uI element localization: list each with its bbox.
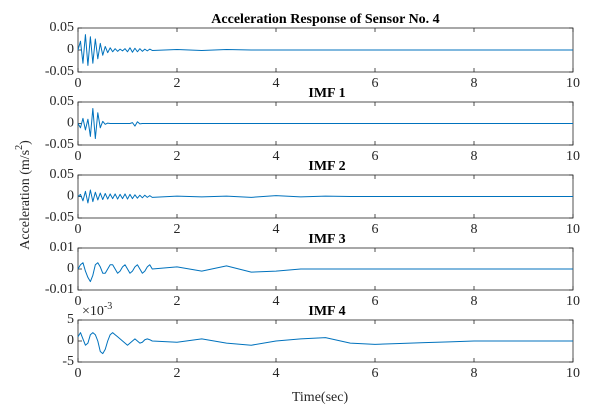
y-axis-label: Acceleration (m/s2) (14, 140, 33, 250)
y-tick-label: 0 (67, 189, 74, 204)
x-tick-label: 2 (174, 294, 181, 309)
x-tick-label: 10 (566, 294, 580, 309)
x-tick-label: 4 (273, 366, 280, 381)
y-tick-label: 0 (67, 42, 74, 57)
signal-line (77, 34, 573, 66)
x-tick-label: 4 (273, 149, 280, 164)
x-tick-label: 8 (471, 294, 478, 309)
x-tick-label: 6 (372, 76, 379, 91)
x-tick-label: 10 (566, 366, 580, 381)
signal-line (77, 262, 573, 283)
x-tick-label: 0 (75, 149, 82, 164)
y-tick-label: -0.05 (45, 137, 74, 152)
y-tick-label: 0.05 (50, 94, 75, 109)
x-tick-label: 4 (273, 76, 280, 91)
x-tick-label: 6 (372, 366, 379, 381)
chart-title: IMF 4 (308, 304, 345, 319)
y-tick-label: -0.05 (45, 210, 74, 225)
y-tick-label: -0.01 (45, 282, 74, 297)
y-axis-label-superscript: 2 (14, 145, 25, 150)
x-tick-label: 8 (471, 149, 478, 164)
chart-title: IMF 1 (308, 86, 345, 101)
y-tick-label: 0.05 (50, 167, 75, 182)
x-tick-label: 0 (75, 294, 82, 309)
y-axis-label-suffix: ) (18, 140, 33, 145)
chart-title: IMF 2 (308, 159, 345, 174)
chart-title: Acceleration Response of Sensor No. 4 (211, 12, 439, 27)
x-tick-label: 8 (471, 76, 478, 91)
x-tick-label: 4 (273, 294, 280, 309)
x-tick-label: 2 (174, 76, 181, 91)
signal-line (77, 332, 573, 355)
y-tick-label: 0.05 (50, 20, 75, 35)
x-tick-label: 8 (471, 222, 478, 237)
signal-line (77, 107, 573, 140)
x-tick-label: 6 (372, 294, 379, 309)
x-tick-label: 2 (174, 366, 181, 381)
y-tick-label: 0 (67, 333, 74, 348)
x-tick-label: 0 (75, 222, 82, 237)
chart-title: IMF 3 (308, 232, 345, 247)
y-tick-label: 5 (67, 312, 74, 327)
y-offset-base: ×10 (82, 304, 104, 319)
x-axis-label: Time(sec) (292, 390, 349, 405)
x-tick-label: 6 (372, 149, 379, 164)
x-tick-label: 2 (174, 149, 181, 164)
x-tick-label: 10 (566, 222, 580, 237)
x-tick-label: 0 (75, 76, 82, 91)
x-tick-label: 2 (174, 222, 181, 237)
x-tick-label: 10 (566, 149, 580, 164)
y-tick-label: -0.05 (45, 64, 74, 79)
x-tick-label: 8 (471, 366, 478, 381)
x-tick-label: 6 (372, 222, 379, 237)
signal-line (77, 189, 573, 204)
y-tick-label: 0 (67, 116, 74, 131)
x-tick-label: 10 (566, 76, 580, 91)
y-tick-label: -5 (62, 354, 74, 369)
y-offset-exponent: -3 (104, 301, 112, 312)
y-axis-label-text: Acceleration (m/s (18, 150, 33, 250)
y-offset-label: ×10-3 (82, 301, 112, 319)
y-tick-label: 0 (67, 261, 74, 276)
x-tick-label: 0 (75, 366, 82, 381)
y-tick-label: 0.01 (50, 240, 75, 255)
x-tick-label: 4 (273, 222, 280, 237)
